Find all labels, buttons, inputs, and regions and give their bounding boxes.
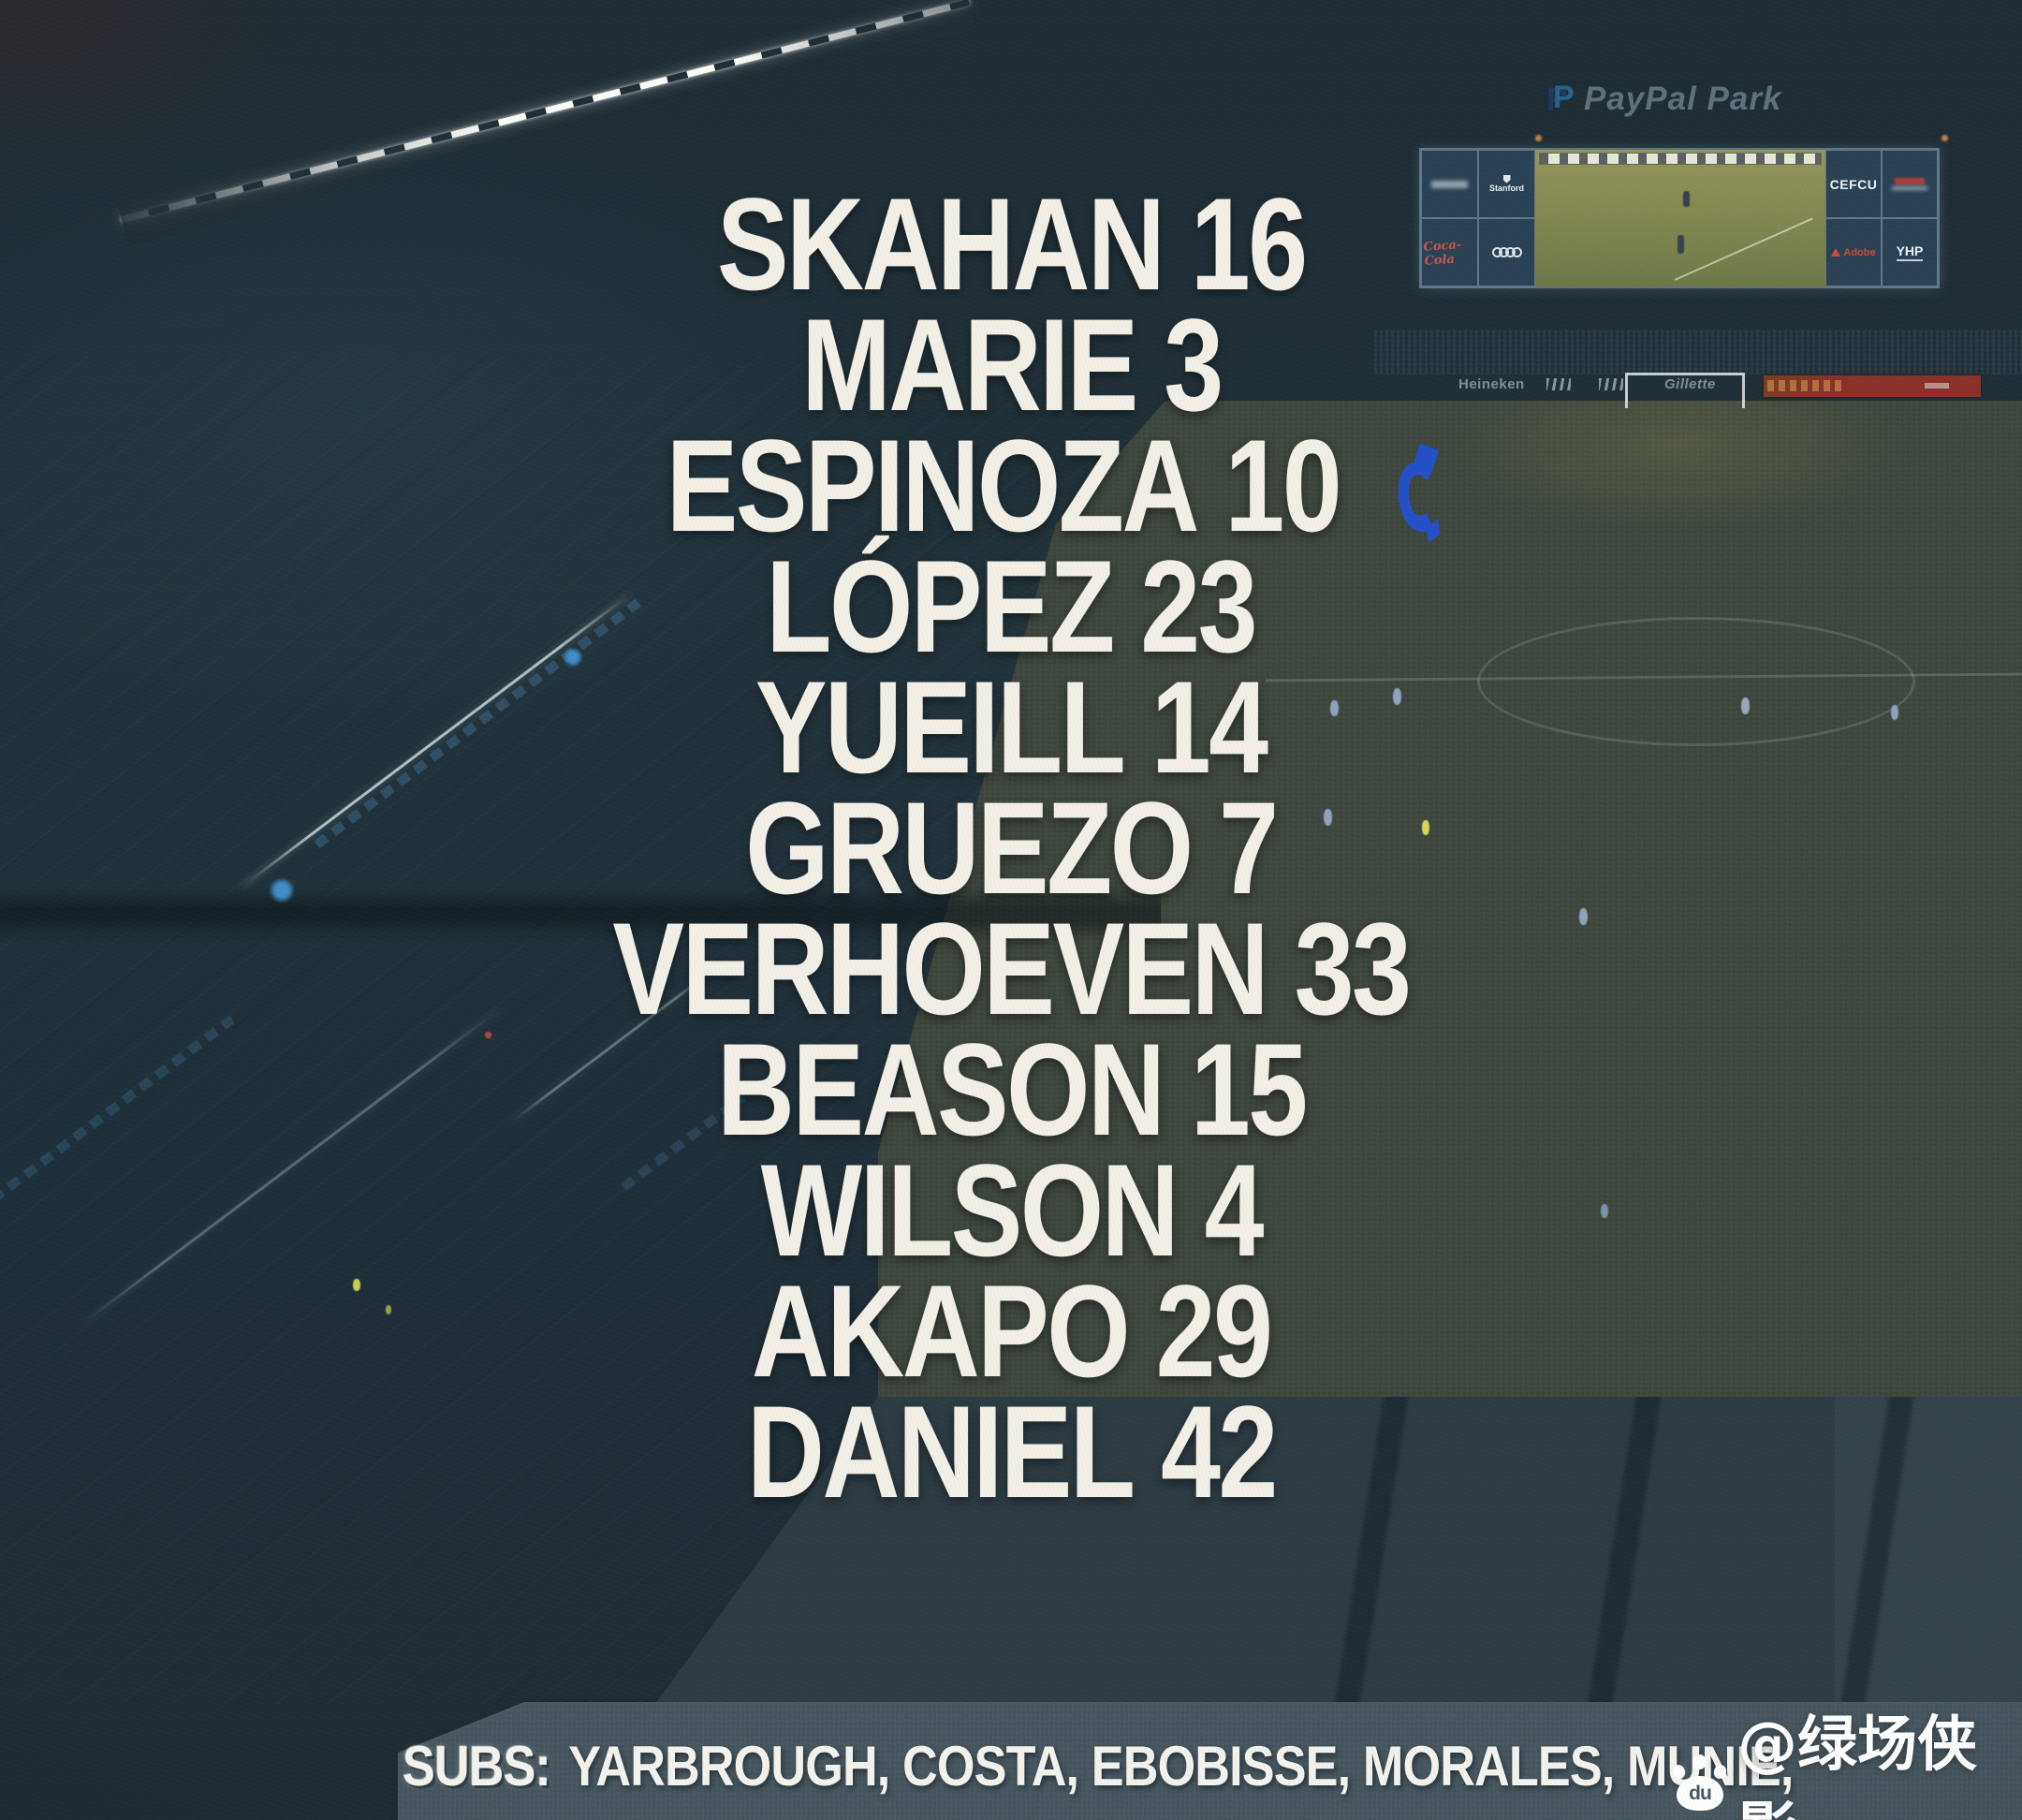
ad-board-strip: Heineken Gillette [1404,373,2022,403]
lineup-row: BEASON 15 [0,1016,2022,1163]
adidas-logo-icon [1599,378,1623,390]
player-name: VERHOEVEN [612,894,1268,1042]
starting-lineup-list: SKAHAN 16 MARIE 3 ESPINOZA 10 LÓPEZ 23 Y… [0,170,2022,1525]
player-name: ESPINOZA [667,411,1200,559]
baidu-paw-icon: du [1671,1754,1728,1812]
audi-rings-icon [1491,247,1522,257]
player-name: WILSON [760,1136,1179,1284]
player-dot [1393,688,1401,705]
lineup-row: LÓPEZ 23 [0,533,2022,680]
player-number: 16 [1190,169,1308,317]
player-name: SKAHAN [716,169,1165,317]
sponsor-cell [1882,150,1938,218]
screen-player-figure [1683,190,1691,207]
player-dot [1741,697,1750,714]
captain-icon [1399,442,1441,543]
lineup-row: MARIE 3 [0,291,2022,438]
red-speck [485,1032,491,1038]
subs-line: SUBS: YARBROUGH, COSTA, EBOBISSE, MORALES… [403,1734,1794,1798]
player-dot [1579,908,1588,925]
lineup-row: GRUEZO 7 [0,774,2022,921]
light-flare [1535,135,1542,141]
player-name: DANIEL [746,1377,1136,1525]
lineup-row: DANIEL 42 [0,1378,2022,1525]
lineup-row: WILSON 4 [0,1137,2022,1284]
far-stand-crowd [1374,330,2022,374]
player-name: BEASON [716,1015,1165,1163]
scoreboard-video-screen [1535,150,1825,286]
sponsor-cell-stanford: Stanford [1478,150,1535,218]
steward-dot [353,1279,360,1291]
lineup-row: YUEILL 14 [0,653,2022,800]
sponsor-cell-cocacola: Coca-Cola [1421,218,1478,286]
ad-board-red [1764,375,1981,397]
sponsor-cell-adobe: Adobe [1825,218,1882,286]
jumbotron-scoreboard: Stanford Coca-Cola CEFCU Adobe YHP [1419,148,1940,288]
subs-players: YARBROUGH, COSTA, EBOBISSE, MORALES, MUN… [568,1735,1794,1798]
lineup-row: VERHOEVEN 33 [0,895,2022,1042]
player-number: 15 [1190,1015,1308,1163]
goal-frame [1625,373,1745,408]
steward-dot [386,1305,391,1314]
adidas-logo-icon [1546,378,1571,390]
player-dot [1324,809,1332,826]
player-number: 7 [1219,773,1279,921]
player-dot [1891,705,1898,720]
watermark: du @绿场侠影 [1671,1696,2022,1820]
sponsor-cell-cefcu: CEFCU [1825,150,1882,218]
adobe-icon [1831,248,1841,257]
scoreboard-right-sponsors: CEFCU Adobe YHP [1825,150,1938,286]
subs-label: SUBS: [403,1735,551,1798]
player-number: 29 [1155,1256,1273,1404]
player-number: 42 [1160,1377,1278,1525]
quakes-logo-dot [270,878,294,903]
light-flare [1941,135,1948,141]
player-number: 3 [1163,290,1223,438]
watermark-handle: @绿场侠影 [1737,1710,1977,1820]
stands-seam [0,886,1161,942]
lineup-row: ESPINOZA 10 [0,412,2022,559]
player-name: YUEILL [755,653,1126,800]
player-name: AKAPO [751,1256,1131,1404]
player-name: LÓPEZ [766,532,1116,680]
player-dot [1330,700,1339,716]
player-name: MARIE [800,290,1138,438]
lineup-row: AKAPO 29 [0,1257,2022,1404]
player-number: 10 [1224,411,1342,559]
player-number: 23 [1140,532,1258,680]
ad-board-heineken: Heineken [1458,376,1525,392]
quakes-logo-dot [564,648,582,667]
center-circle [1477,617,1915,746]
player-dot [1601,1204,1608,1218]
player-number: 33 [1294,894,1412,1042]
lineup-row: SKAHAN 16 [0,170,2022,317]
scoreboard-ticker [1539,153,1822,165]
ad-board-gillette: Gillette [1664,376,1716,392]
player-number: 4 [1204,1136,1264,1284]
screen-player-figure [1677,234,1684,254]
sponsor-cell-yhp: YHP [1882,218,1938,286]
player-name: GRUEZO [745,773,1194,921]
venue-sign-text: PayPal Park [1584,81,1782,117]
stanford-shield-icon [1502,174,1511,183]
player-number: 14 [1151,653,1268,800]
scoreboard-left-sponsors: Stanford Coca-Cola [1421,150,1535,286]
sponsor-cell-audi [1478,218,1535,286]
sponsor-cell [1421,150,1478,218]
referee-dot [1422,820,1429,835]
